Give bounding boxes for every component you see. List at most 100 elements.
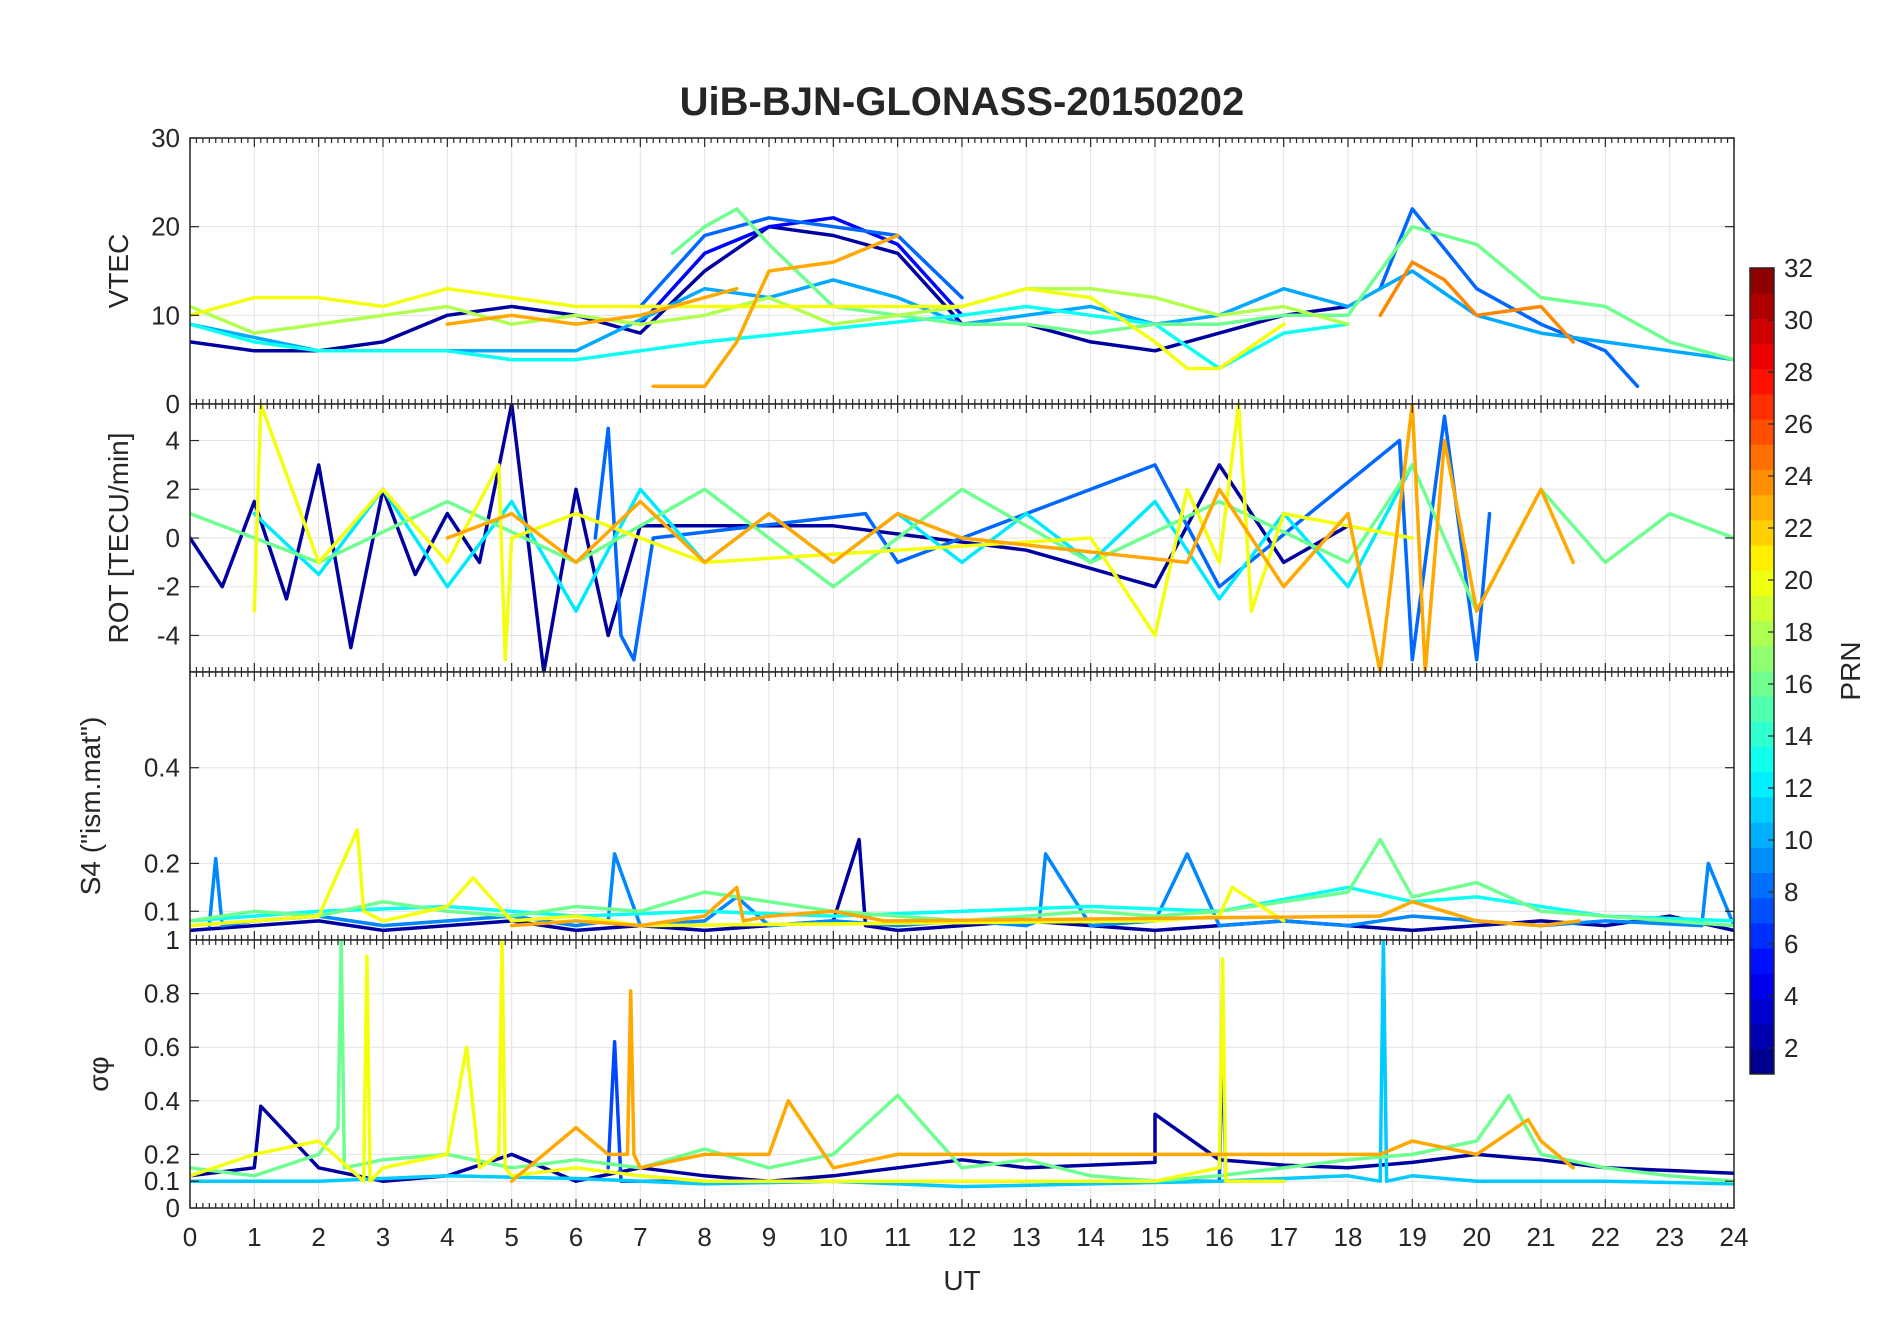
series-line-prn-16: [190, 463, 1734, 613]
x-tick-label: 23: [1655, 1222, 1684, 1252]
colorbar-tick-label: 20: [1784, 565, 1813, 595]
colorbar-tick-label: 28: [1784, 357, 1813, 387]
x-tick-label: 13: [1012, 1222, 1041, 1252]
colorbar-tick-label: 14: [1784, 721, 1813, 751]
y-axis-label: ROT [TECU/min]: [103, 432, 134, 643]
colorbar-tick-label: 12: [1784, 773, 1813, 803]
colorbar-band: [1750, 696, 1774, 722]
colorbar-tick-label: 18: [1784, 617, 1813, 647]
colorbar-band: [1750, 419, 1774, 445]
colorbar-band: [1750, 645, 1774, 672]
colorbar-band: [1750, 444, 1774, 470]
x-tick-label: 14: [1076, 1222, 1105, 1252]
y-tick-label: -4: [157, 620, 180, 650]
series-group: [190, 940, 1734, 1189]
colorbar-tick-label: 6: [1784, 929, 1798, 959]
series-line-prn-11: [190, 940, 1734, 1189]
x-tick-label: 15: [1141, 1222, 1170, 1252]
colorbar-label: PRN: [1835, 641, 1866, 700]
colorbar-band: [1750, 998, 1774, 1025]
x-tick-label: 8: [697, 1222, 711, 1252]
x-tick-label: 4: [440, 1222, 454, 1252]
colorbar-band: [1750, 973, 1774, 999]
colorbar-band: [1750, 796, 1774, 823]
x-tick-label: 1: [247, 1222, 261, 1252]
series-group: [190, 207, 1734, 389]
series-line-prn-8: [1378, 207, 1640, 389]
series-line-prn-8: [638, 216, 964, 309]
series-group: [190, 404, 1734, 672]
x-tick-label: 16: [1205, 1222, 1234, 1252]
y-axis-label: S4 ("ism.mat"): [75, 717, 106, 896]
colorbar-band: [1750, 721, 1774, 748]
series-line-prn-13: [190, 304, 1350, 371]
x-tick-label: 0: [183, 1222, 197, 1252]
series-line-prn-20: [190, 940, 1286, 1183]
x-tick-label: 7: [633, 1222, 647, 1252]
colorbar-band: [1750, 1023, 1774, 1050]
tick-marks: [189, 939, 1735, 1209]
series-line-prn-23: [509, 885, 1582, 928]
colorbar-tick-label: 24: [1784, 461, 1813, 491]
x-tick-label: 3: [376, 1222, 390, 1252]
panel-rot: -4 -2 0 2 4 ROT [TECU/min]: [103, 403, 1735, 673]
colorbar-tick-label: 10: [1784, 825, 1813, 855]
x-tick-label: 22: [1591, 1222, 1620, 1252]
colorbar-tick-label: 4: [1784, 981, 1798, 1011]
series-group: [190, 828, 1734, 933]
x-tick-label: 20: [1462, 1222, 1491, 1252]
tick-marks: [189, 137, 1735, 405]
y-tick-label: 0.1: [144, 896, 180, 926]
colorbar-band: [1750, 570, 1774, 596]
y-tick-label: 0.1: [144, 1166, 180, 1196]
colorbar-band: [1750, 822, 1774, 848]
y-tick-label: -2: [157, 572, 180, 602]
colorbar-band: [1750, 847, 1774, 873]
y-tick-label: 4: [166, 426, 180, 456]
x-tick-label: 17: [1269, 1222, 1298, 1252]
x-tick-label: 21: [1527, 1222, 1556, 1252]
x-tick-label: 10: [819, 1222, 848, 1252]
y-tick-label: 0: [166, 523, 180, 553]
series-line-prn-24: [1378, 260, 1575, 344]
series-line-prn-16: [670, 207, 1734, 362]
colorbar-tick-label: 26: [1784, 409, 1813, 439]
colorbar-band: [1750, 368, 1774, 395]
tick-marks: [189, 404, 1735, 672]
series-line-prn-18: [190, 286, 1350, 335]
x-tick-label: 18: [1334, 1222, 1363, 1252]
y-axis-label: σφ: [83, 1056, 114, 1091]
colorbar-band: [1750, 1048, 1774, 1075]
series-line-prn-23: [509, 989, 1575, 1183]
y-tick-label: 0.8: [144, 979, 180, 1009]
series-line-prn-20: [252, 404, 1415, 662]
colorbar-band: [1750, 922, 1774, 949]
series-line-prn-23: [445, 286, 739, 326]
y-tick-label: 2: [166, 474, 180, 504]
series-line-prn-2: [190, 837, 1734, 933]
x-tick-label: 5: [504, 1222, 518, 1252]
y-tick-label: 0.4: [144, 1086, 180, 1116]
y-axis-label: VTEC: [103, 234, 134, 309]
colorbar-band: [1750, 343, 1774, 370]
colorbar-band: [1750, 545, 1774, 571]
x-tick-label: 9: [762, 1222, 776, 1252]
series-line-prn-16: [190, 940, 1734, 1183]
colorbar-tick-label: 2: [1784, 1033, 1798, 1063]
y-tick-label: 0.6: [144, 1032, 180, 1062]
series-line-prn-13: [190, 885, 1734, 923]
colorbar-band: [1750, 469, 1774, 496]
colorbar-band: [1750, 595, 1774, 622]
colorbar-frame: [1749, 267, 1775, 1075]
y-tick-label: 10: [151, 300, 180, 330]
y-tick-label: 0.2: [144, 1139, 180, 1169]
panel-vtec: 0 10 20 30 VTEC: [103, 123, 1735, 419]
colorbar-band: [1750, 746, 1774, 773]
colorbar-tick-label: 16: [1784, 669, 1813, 699]
colorbar-band: [1750, 620, 1774, 647]
x-tick-label: 24: [1720, 1222, 1749, 1252]
y-tick-label: 1: [166, 925, 180, 955]
colorbar-band: [1750, 872, 1774, 899]
